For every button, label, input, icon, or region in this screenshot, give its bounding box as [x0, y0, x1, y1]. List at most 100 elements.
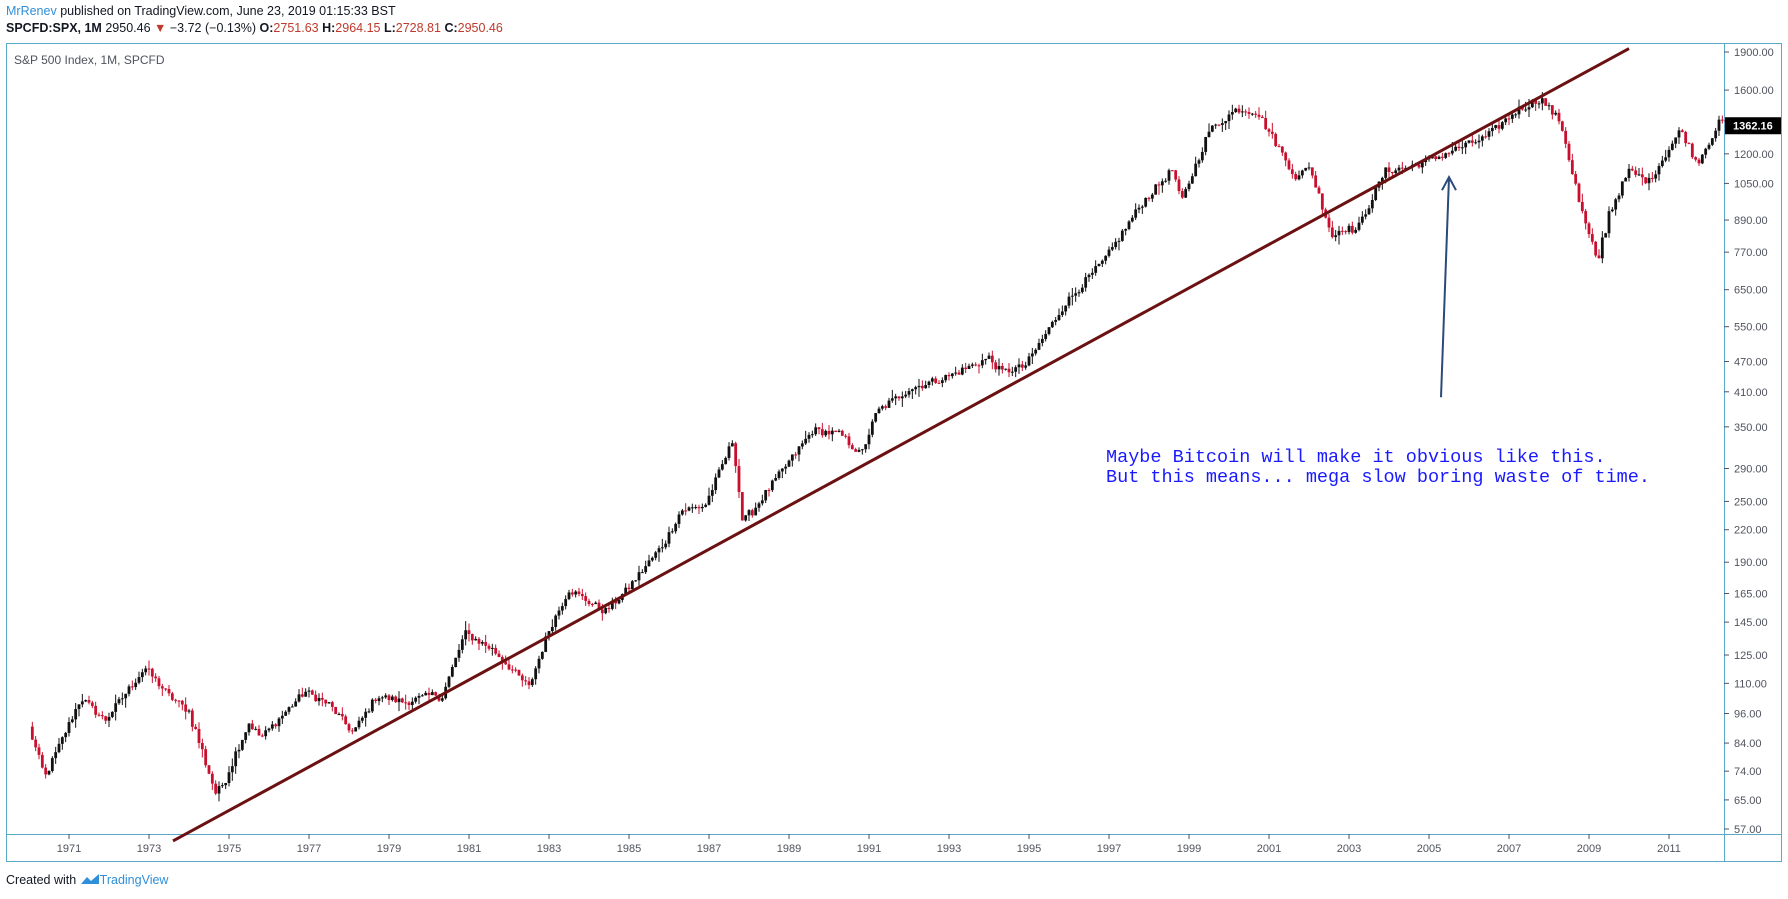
candle — [674, 522, 678, 534]
arrow-line[interactable] — [1440, 177, 1450, 398]
candle — [50, 756, 54, 773]
candle — [884, 404, 888, 411]
candle — [1317, 185, 1321, 194]
candle — [357, 716, 361, 730]
candle — [1150, 192, 1154, 203]
candle — [657, 545, 661, 562]
candle — [1457, 141, 1461, 152]
candle — [1644, 176, 1648, 185]
candle — [134, 678, 138, 690]
candle — [1070, 287, 1074, 306]
symbol: SPCFD:SPX, 1M — [6, 21, 102, 35]
candle — [1700, 153, 1704, 165]
x-tick-label: 1975 — [217, 843, 241, 855]
y-tick-label: 65.00 — [1734, 795, 1762, 807]
trendline[interactable] — [172, 47, 1630, 843]
candle — [454, 657, 458, 668]
candle — [1090, 268, 1094, 279]
candle — [160, 683, 164, 696]
candle — [554, 614, 558, 631]
candle — [200, 738, 204, 758]
candle — [290, 704, 294, 708]
candle — [1297, 170, 1301, 181]
candle — [894, 393, 898, 406]
candle — [337, 712, 341, 716]
candle — [1357, 216, 1361, 232]
chart-frame — [6, 43, 1782, 862]
candle — [1224, 120, 1228, 131]
candle — [1037, 338, 1041, 351]
candle — [104, 715, 108, 725]
candle — [1260, 115, 1264, 119]
candle — [64, 731, 68, 743]
candle — [1330, 220, 1334, 239]
candle — [1630, 165, 1634, 172]
candle — [344, 714, 348, 725]
candle — [880, 404, 884, 411]
candle — [224, 782, 228, 790]
candle — [37, 743, 41, 760]
candle — [574, 590, 578, 598]
annotation-line-2[interactable]: But this means... mega slow boring waste… — [1106, 467, 1650, 488]
candle — [310, 689, 314, 696]
candle — [867, 428, 871, 450]
y-tick-label: 1200.00 — [1734, 149, 1774, 161]
candle — [920, 380, 924, 391]
candle — [1124, 228, 1128, 236]
candle — [164, 687, 168, 692]
candle — [1487, 128, 1491, 141]
candle — [744, 514, 748, 522]
candle — [127, 684, 131, 697]
candle — [370, 698, 374, 713]
candle — [1684, 130, 1688, 147]
candle — [377, 695, 381, 706]
candle — [1610, 207, 1614, 213]
open-value: 2751.63 — [273, 21, 319, 35]
y-tick-label: 190.00 — [1734, 557, 1768, 569]
candle — [1087, 273, 1091, 282]
author-link[interactable]: MrRenev — [6, 4, 57, 18]
candle — [1170, 169, 1174, 172]
candle — [60, 736, 64, 750]
candle — [697, 504, 701, 515]
candle — [594, 601, 598, 605]
y-tick-label: 220.00 — [1734, 525, 1768, 537]
candle — [800, 440, 804, 450]
candle — [684, 503, 688, 516]
candle — [1067, 292, 1071, 309]
candle — [980, 353, 984, 369]
candle — [1504, 117, 1508, 126]
candle — [1134, 203, 1138, 221]
y-tick-label: 1050.00 — [1734, 178, 1774, 190]
candle — [40, 752, 44, 769]
candle — [340, 707, 344, 721]
candle — [644, 560, 648, 575]
candle — [254, 726, 258, 731]
candle — [1200, 147, 1204, 163]
candle — [324, 699, 328, 707]
candle — [700, 503, 704, 512]
high-value: 2964.15 — [335, 21, 381, 35]
candle — [97, 712, 101, 717]
candle — [140, 668, 144, 682]
candle — [954, 366, 958, 376]
candle — [914, 385, 918, 395]
candle — [804, 430, 808, 446]
candle — [1567, 141, 1571, 163]
y-tick-label: 74.00 — [1734, 766, 1762, 778]
candle — [107, 712, 111, 728]
candle — [77, 704, 81, 717]
footer: Created with TradingView — [6, 873, 168, 887]
low-label: L: — [383, 21, 396, 35]
candle — [1307, 162, 1311, 171]
candle — [430, 689, 434, 696]
candle — [997, 358, 1001, 376]
candle — [457, 644, 461, 662]
low-value: 2728.81 — [395, 21, 441, 35]
candle — [474, 636, 478, 641]
tradingview-link[interactable]: TradingView — [99, 873, 169, 887]
y-tick-label: 470.00 — [1734, 357, 1768, 369]
candle — [797, 445, 801, 462]
annotation-line-1[interactable]: Maybe Bitcoin will make it obvious like … — [1106, 447, 1606, 468]
